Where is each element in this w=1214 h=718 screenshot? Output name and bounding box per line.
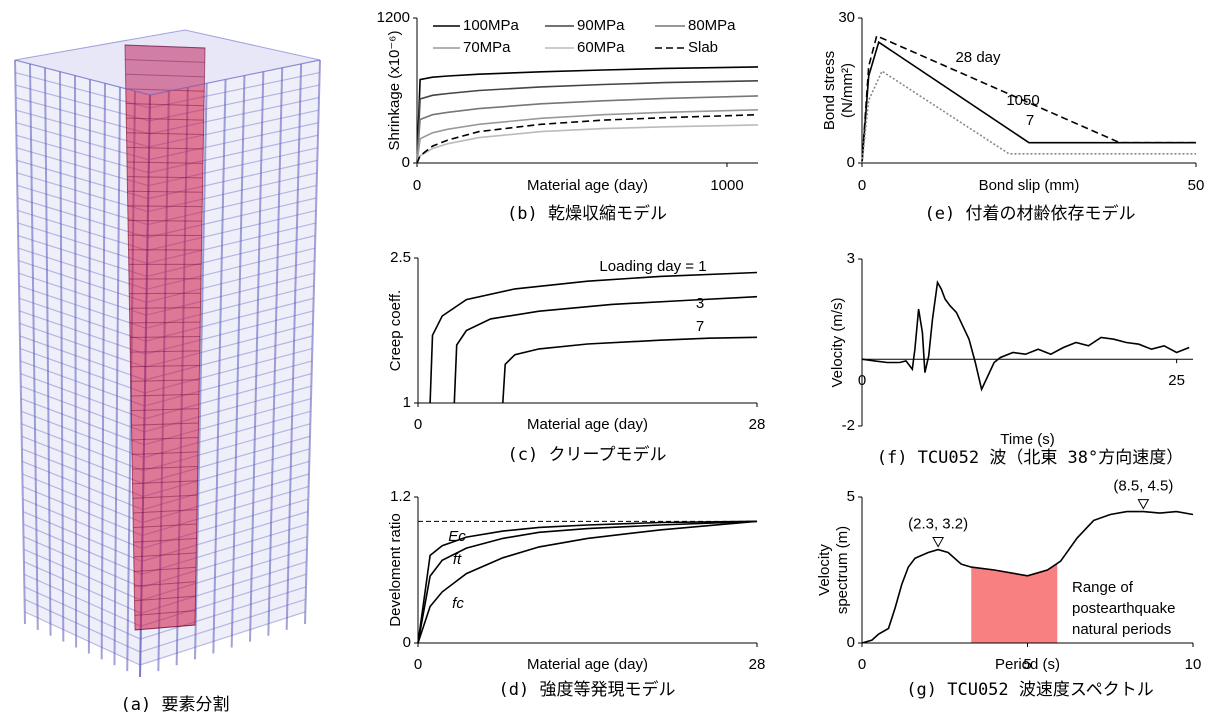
y-axis-label: Creep coeff. (387, 290, 404, 371)
y-tick-label: 1 (403, 394, 411, 411)
highlight-region (971, 563, 1057, 643)
curve-label: 1050 (1006, 92, 1039, 109)
curve-label: ft (453, 551, 462, 568)
annotation: Range of (1072, 579, 1134, 596)
x-tick-label: 0 (858, 656, 866, 673)
core-floor (128, 221, 202, 222)
series-line (418, 521, 757, 643)
x-tick-label: 50 (1188, 177, 1205, 194)
x-axis-label: Material age (day) (527, 177, 648, 194)
curve-label: Loading day = 1 (599, 258, 706, 275)
legend-label: 70MPa (463, 39, 511, 56)
y-tick-label: 1.2 (390, 488, 411, 505)
y-tick-label: 0 (847, 154, 855, 171)
x-tick-label: 25 (1168, 372, 1185, 389)
legend-label: 60MPa (577, 39, 625, 56)
series-line (454, 297, 757, 403)
x-tick-label: 28 (749, 656, 766, 673)
peak-marker (1138, 500, 1148, 509)
x-axis-label: Material age (day) (527, 656, 648, 673)
legend-label: Slab (688, 39, 718, 56)
caption: (d) 強度等発現モデル (499, 679, 676, 700)
legend-label: 100MPa (463, 17, 520, 34)
page: (a) 要素分割 0120001000Material age (day)Shr… (0, 0, 1214, 718)
series-line (417, 125, 758, 163)
legend-label: 80MPa (688, 17, 736, 34)
curve-label: fc (452, 595, 464, 612)
x-axis-label: Time (s) (1000, 431, 1054, 448)
y-tick-label: 0 (847, 634, 855, 651)
y-axis-label: spectrum (m) (834, 526, 851, 614)
curve-label: 7 (1026, 112, 1034, 129)
x-tick-label: 28 (749, 416, 766, 433)
core-floor (130, 308, 201, 309)
y-tick-label: -2 (842, 417, 855, 434)
y-tick-label: 1200 (377, 9, 410, 26)
series-line (503, 337, 757, 403)
x-axis-label: Material age (day) (527, 416, 648, 433)
y-tick-label: 3 (847, 250, 855, 267)
peak-label: (2.3, 3.2) (908, 516, 968, 533)
x-tick-label: 1000 (710, 177, 743, 194)
x-tick-label: 0 (858, 177, 866, 194)
x-tick-label: 0 (414, 416, 422, 433)
x-tick-label: 0 (414, 656, 422, 673)
y-axis-label: Velocity (816, 544, 833, 596)
y-tick-label: 0 (403, 634, 411, 651)
series-line (418, 521, 757, 643)
y-tick-label: 30 (838, 9, 855, 26)
curve-label: 28 day (955, 49, 1001, 66)
caption: (c) クリープモデル (508, 444, 667, 465)
x-axis-label: Period (s) (995, 656, 1060, 673)
caption: (g) TCU052 波速度スペクトル (906, 680, 1153, 700)
curve-label: Ec (448, 528, 466, 545)
building-model (15, 30, 320, 677)
caption: (a) 要素分割 (121, 695, 230, 715)
series-line (418, 521, 757, 643)
curve-label: 3 (696, 295, 704, 312)
curve-label: 7 (696, 318, 704, 335)
x-axis-label: Bond slip (mm) (979, 177, 1080, 194)
column-line (89, 79, 90, 653)
column-line (75, 76, 76, 648)
x-tick-label: 10 (1185, 656, 1202, 673)
series-line (862, 282, 1189, 389)
x-tick-label: 0 (858, 372, 866, 389)
y-tick-label: 0 (402, 154, 410, 171)
caption: (b) 乾燥収縮モデル (507, 203, 667, 224)
annotation: natural periods (1072, 621, 1171, 638)
legend-label: 90MPa (577, 17, 625, 34)
peak-label: (8.5, 4.5) (1113, 478, 1173, 495)
x-tick-label: 0 (413, 177, 421, 194)
series-line (417, 115, 758, 163)
peak-marker (933, 538, 943, 547)
y-axis-label: Bond stress (821, 51, 838, 130)
y-tick-label: 2.5 (390, 249, 411, 266)
y-tick-label: 5 (847, 488, 855, 505)
y-axis-label: Shrinkage (x10⁻⁶) (386, 31, 403, 151)
y-axis-label: Velocity (m/s) (829, 297, 846, 387)
series-line (417, 110, 758, 163)
annotation: postearthquake (1072, 600, 1175, 617)
y-axis-label: Develoment ratio (387, 513, 404, 626)
figure: (a) 要素分割 0120001000Material age (day)Shr… (0, 0, 1214, 718)
caption: (e) 付着の材齢依存モデル (925, 203, 1136, 224)
caption: (f) TCU052 波（北東 38°方向速度） (877, 448, 1184, 468)
y-axis-label: (N/mm²) (839, 63, 856, 118)
